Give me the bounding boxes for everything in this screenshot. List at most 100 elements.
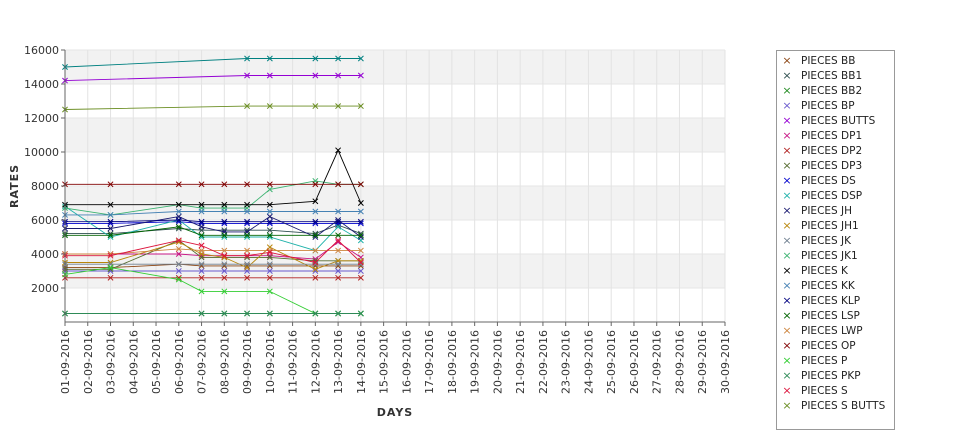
data-point-marker — [244, 261, 251, 268]
data-point-marker — [266, 201, 273, 208]
legend-item: × PIECES P — [777, 354, 894, 369]
legend-label: PIECES PKP — [801, 370, 861, 382]
legend-label: PIECES DSP — [801, 190, 863, 202]
data-point-marker — [221, 288, 228, 295]
series-line — [64, 206, 362, 252]
legend-label: PIECES OP — [801, 340, 856, 352]
x-tick-label: 08-09-2016 — [218, 330, 231, 394]
y-tick-label: 16000 — [24, 44, 59, 57]
legend-marker-icon: × — [782, 354, 792, 367]
x-tick-label: 02-09-2016 — [82, 330, 95, 394]
x-tick-label: 14-09-2016 — [355, 330, 368, 394]
data-point-marker — [107, 225, 114, 232]
data-point-marker — [198, 247, 205, 254]
data-point-marker — [357, 208, 364, 215]
data-point-marker — [198, 268, 205, 274]
data-point-marker — [335, 239, 342, 246]
data-point-marker — [221, 232, 228, 239]
x-tick-label: 30-09-2016 — [719, 330, 732, 394]
legend-marker-icon: × — [782, 234, 792, 247]
data-point-marker — [335, 181, 342, 188]
y-tick-label: 8000 — [31, 180, 59, 193]
data-point-marker — [266, 72, 273, 79]
data-point-marker — [198, 218, 205, 225]
data-point-marker — [312, 55, 319, 62]
data-point-marker — [175, 268, 182, 274]
x-tick-label: 25-09-2016 — [605, 330, 618, 394]
series-line — [65, 263, 361, 269]
legend-marker-icon: × — [782, 264, 792, 277]
data-point-marker — [357, 232, 364, 239]
vertical-gridlines — [64, 50, 726, 322]
data-point-marker — [266, 232, 273, 239]
series — [62, 223, 364, 239]
legend-item: × PIECES JH1 — [777, 219, 894, 234]
x-tick-label: 26-09-2016 — [628, 330, 641, 394]
legend-label: PIECES JK1 — [801, 250, 858, 262]
data-point-marker — [266, 208, 273, 215]
data-point-marker — [244, 218, 251, 225]
legend-marker-icon: × — [782, 339, 792, 352]
data-point-marker — [335, 223, 342, 230]
background-band — [65, 118, 725, 152]
series — [62, 147, 364, 208]
data-point-marker — [266, 213, 273, 220]
legend-marker-icon: × — [782, 219, 792, 232]
series-line — [65, 226, 361, 236]
x-tick-label: 11-09-2016 — [287, 330, 300, 394]
data-point-marker — [266, 218, 273, 225]
data-point-marker — [335, 274, 342, 281]
data-point-marker — [266, 310, 273, 317]
series-lines — [62, 55, 364, 317]
data-point-marker — [335, 268, 342, 274]
data-point-marker — [244, 232, 251, 239]
legend-marker-icon: × — [782, 84, 792, 97]
x-tick-label: 24-09-2016 — [582, 330, 595, 394]
legend-marker-icon: × — [782, 99, 792, 112]
data-point-marker — [357, 261, 364, 268]
data-point-marker — [357, 218, 364, 225]
legend-label: PIECES S BUTTS — [801, 400, 886, 412]
legend-label: PIECES DP1 — [801, 130, 863, 142]
legend-marker-icon: × — [782, 294, 792, 307]
data-point-marker — [221, 181, 228, 188]
legend-label: PIECES LWP — [801, 325, 863, 337]
legend-label: PIECES BB2 — [801, 85, 863, 97]
legend-label: PIECES BP — [801, 100, 855, 112]
data-point-marker — [312, 310, 319, 317]
x-tick-label: 03-09-2016 — [105, 330, 118, 394]
data-point-marker — [175, 208, 182, 215]
legend-item: × PIECES JK1 — [777, 249, 894, 264]
legend-item: × PIECES KLP — [777, 294, 894, 309]
data-point-marker — [312, 72, 319, 79]
data-point-marker — [221, 274, 228, 281]
legend-marker-icon: × — [782, 279, 792, 292]
legend-label: PIECES P — [801, 355, 848, 367]
x-tick-label: 29-09-2016 — [696, 330, 709, 394]
y-tick-label: 2000 — [31, 282, 59, 295]
data-point-marker — [335, 261, 342, 268]
data-point-marker — [198, 232, 205, 239]
legend-item: × PIECES DP2 — [777, 144, 894, 159]
legend-item: × PIECES DS — [777, 174, 894, 189]
x-tick-label: 12-09-2016 — [309, 330, 322, 394]
data-point-marker — [221, 252, 228, 259]
data-point-marker — [175, 237, 182, 244]
y-tick-label: 14000 — [24, 78, 59, 91]
data-point-marker — [221, 218, 228, 225]
x-tick-label: 15-09-2016 — [378, 330, 391, 394]
x-tick-label: 05-09-2016 — [150, 330, 163, 394]
data-point-marker — [266, 254, 273, 261]
data-point-marker — [107, 201, 114, 208]
x-tick-label: 23-09-2016 — [560, 330, 573, 394]
data-point-marker — [312, 208, 319, 215]
legend-marker-icon: × — [782, 189, 792, 202]
data-point-marker — [357, 200, 364, 206]
data-point-marker — [221, 247, 228, 254]
data-point-marker — [198, 242, 205, 249]
data-point-marker — [266, 274, 273, 281]
data-point-marker — [335, 208, 342, 215]
legend-item: × PIECES OP — [777, 339, 894, 354]
data-point-marker — [221, 201, 228, 208]
x-tick-label: 18-09-2016 — [446, 330, 459, 394]
